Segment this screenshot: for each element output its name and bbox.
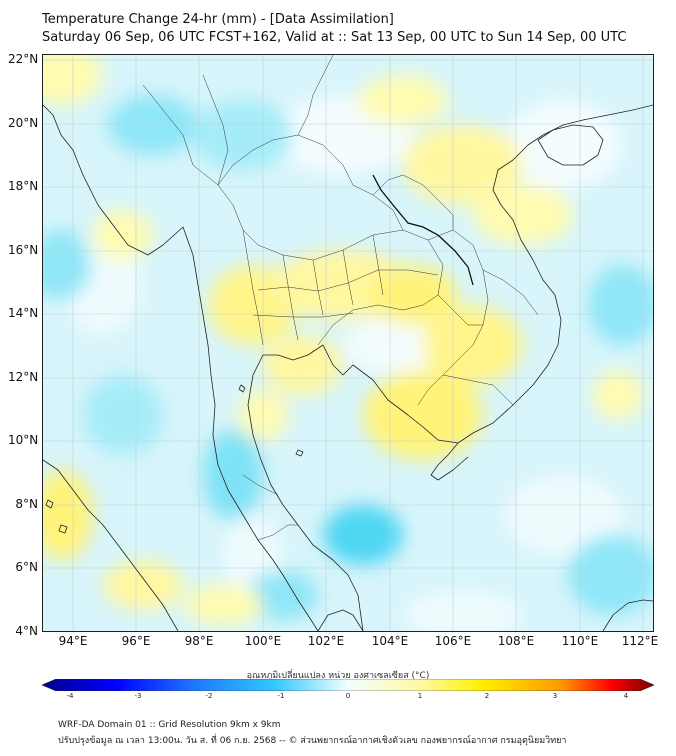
colorbar-tick: 4 bbox=[623, 692, 629, 700]
lat-label-22: 22°N bbox=[8, 52, 39, 66]
lon-label-100: 100°E bbox=[244, 634, 282, 648]
colorbar-tick: 1 bbox=[417, 692, 423, 700]
footer-credit: ปรับปรุงข้อมูล ณ เวลา 13:00น. วัน ส. ที่… bbox=[58, 736, 567, 746]
country-border bbox=[372, 174, 474, 286]
lat-label-6: 6°N bbox=[15, 560, 38, 574]
lat-label-4: 4°N bbox=[15, 624, 38, 638]
lat-label-16: 16°N bbox=[8, 243, 39, 257]
colorbar-tick: 3 bbox=[552, 692, 558, 700]
lon-label-94: 94°E bbox=[58, 634, 88, 648]
coastlines bbox=[43, 104, 653, 631]
lon-label-104: 104°E bbox=[371, 634, 409, 648]
lon-label-106: 106°E bbox=[434, 634, 472, 648]
lat-label-14: 14°N bbox=[8, 306, 39, 320]
colorbar-tick: 0 bbox=[345, 692, 351, 700]
lat-label-8: 8°N bbox=[15, 497, 38, 511]
footer-model-info: WRF-DA Domain 01 :: Grid Resolution 9km … bbox=[58, 720, 281, 730]
province-borders bbox=[142, 55, 539, 541]
colorbar-tick: -2 bbox=[205, 692, 213, 700]
lon-label-98: 98°E bbox=[184, 634, 214, 648]
colorbar-tick: -3 bbox=[134, 692, 142, 700]
map-subtitle: Saturday 06 Sep, 06 UTC FCST+162, Valid … bbox=[42, 30, 627, 45]
lon-label-108: 108°E bbox=[497, 634, 535, 648]
lat-label-12: 12°N bbox=[8, 370, 39, 384]
lon-label-110: 110°E bbox=[561, 634, 599, 648]
colorbar-gradient bbox=[42, 679, 654, 691]
colorbar-tick: -4 bbox=[66, 692, 74, 700]
graticule bbox=[43, 55, 653, 631]
map-canvas bbox=[43, 55, 653, 631]
colorbar bbox=[42, 679, 654, 691]
lat-label-20: 20°N bbox=[8, 116, 39, 130]
lat-label-10: 10°N bbox=[8, 433, 39, 447]
lon-label-102: 102°E bbox=[307, 634, 345, 648]
temperature-field bbox=[43, 55, 653, 631]
colorbar-tick: 2 bbox=[484, 692, 490, 700]
lon-label-96: 96°E bbox=[121, 634, 151, 648]
map-title: Temperature Change 24-hr (mm) - [Data As… bbox=[42, 12, 394, 27]
lat-label-18: 18°N bbox=[8, 179, 39, 193]
colorbar-title: อุณหภูมิเปลี่ยนแปลง หน่วย องศาเซลเซียส (… bbox=[246, 671, 430, 681]
map-panel[interactable] bbox=[42, 54, 654, 632]
lon-label-112: 112°E bbox=[621, 634, 659, 648]
colorbar-tick: -1 bbox=[277, 692, 285, 700]
